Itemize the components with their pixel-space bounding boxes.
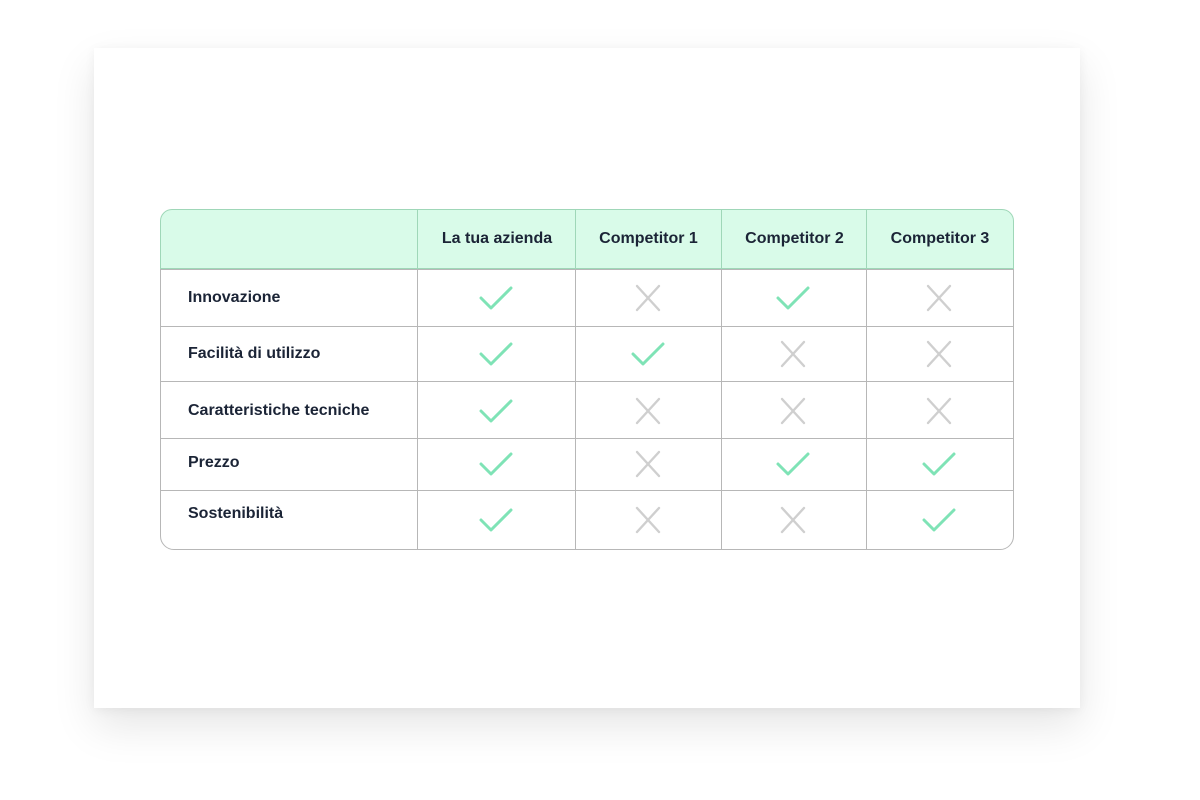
table-header: La tua azienda Competitor 1 Competitor 2…	[160, 209, 1014, 269]
column-divider	[575, 270, 576, 549]
row-label: Innovazione	[188, 289, 281, 306]
check-icon	[776, 452, 810, 476]
row-divider	[161, 381, 1013, 382]
column-divider	[866, 270, 867, 549]
row-divider	[161, 490, 1013, 491]
cross-icon	[926, 340, 952, 368]
cross-icon	[635, 284, 661, 312]
cross-icon	[635, 450, 661, 478]
column-header-1: La tua azienda	[417, 210, 576, 268]
column-header-3: Competitor 2	[721, 210, 867, 268]
row-label: Sostenibilità	[188, 505, 284, 522]
row-divider	[161, 326, 1013, 327]
cross-icon	[926, 284, 952, 312]
check-icon	[776, 286, 810, 310]
cross-icon	[780, 506, 806, 534]
cross-icon	[635, 506, 661, 534]
check-icon	[922, 508, 956, 532]
comparison-table: La tua azienda Competitor 1 Competitor 2…	[160, 209, 1014, 550]
column-header-4: Competitor 3	[866, 210, 1013, 268]
cross-icon	[926, 397, 952, 425]
table-body: Innovazione Facilità di utilizzo Caratte…	[160, 269, 1014, 550]
row-divider	[161, 438, 1013, 439]
check-icon	[922, 452, 956, 476]
column-divider	[721, 270, 722, 549]
check-icon	[479, 452, 513, 476]
row-label: Caratteristiche tecniche	[188, 402, 370, 419]
row-label: Prezzo	[188, 454, 240, 471]
cross-icon	[635, 397, 661, 425]
column-header-2: Competitor 1	[575, 210, 721, 268]
check-icon	[479, 286, 513, 310]
check-icon	[631, 342, 665, 366]
row-label: Facilità di utilizzo	[188, 345, 321, 362]
cross-icon	[780, 397, 806, 425]
check-icon	[479, 342, 513, 366]
check-icon	[479, 508, 513, 532]
check-icon	[479, 399, 513, 423]
cross-icon	[780, 340, 806, 368]
column-divider	[417, 270, 418, 549]
